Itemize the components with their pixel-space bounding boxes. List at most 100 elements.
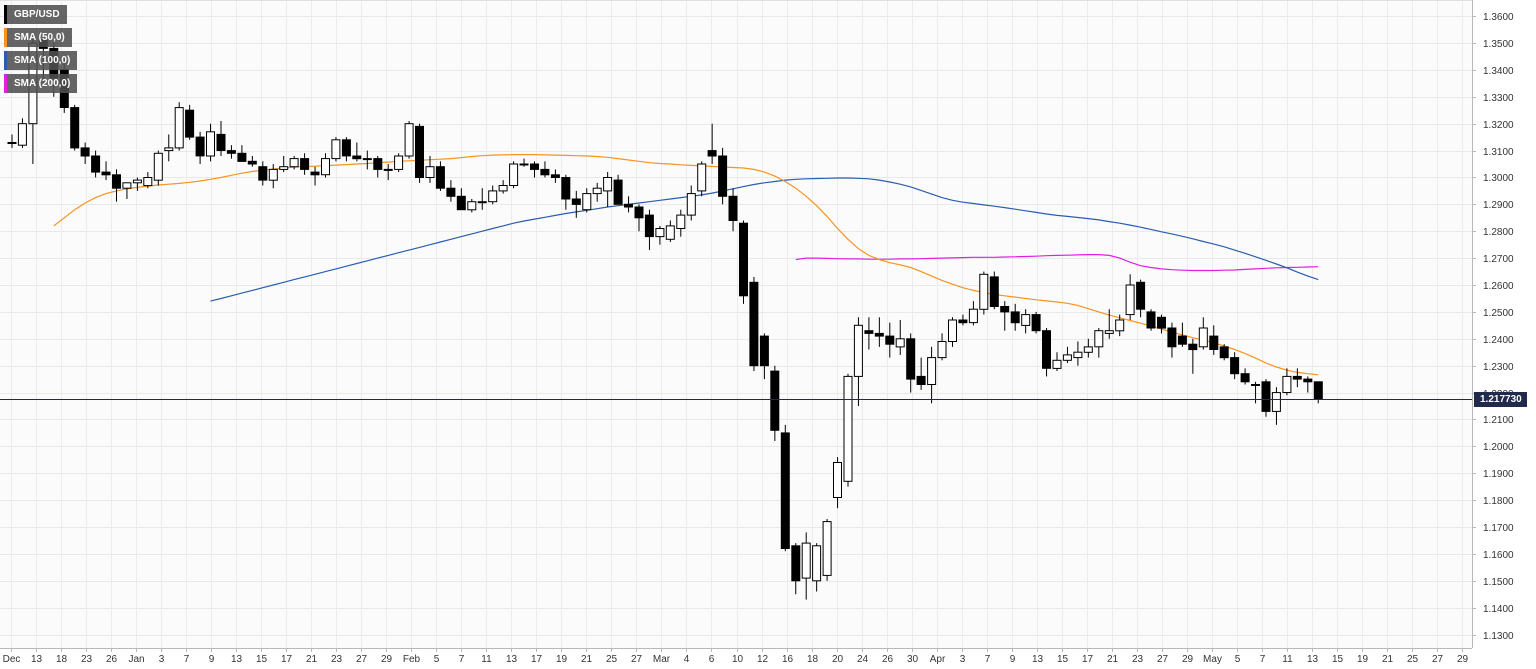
candle-body-bear: [1031, 314, 1041, 332]
candle: [1292, 368, 1302, 388]
sma-200-line: [795, 254, 1319, 272]
candle: [122, 182, 132, 199]
candle-body-bear: [112, 174, 121, 189]
legend-item-sma50[interactable]: SMA (50,0): [4, 28, 72, 47]
candle-body-bear: [1188, 343, 1198, 351]
candle-body-bull: [676, 214, 686, 230]
candle: [488, 185, 498, 205]
candle: [1052, 352, 1062, 372]
candle-body-bull: [822, 521, 832, 576]
candle-body-bull: [7, 142, 17, 144]
candle-body-bull: [948, 319, 957, 342]
candle-body-bear: [1209, 335, 1219, 351]
x-tick-label: 3: [960, 654, 966, 665]
x-tick-label: 13: [231, 654, 243, 665]
candle: [404, 120, 414, 159]
candle-body-bear: [226, 150, 236, 154]
y-tick-label: 1.1900: [1483, 469, 1514, 480]
candle: [498, 180, 508, 194]
candle: [718, 147, 728, 205]
candle: [1240, 368, 1250, 385]
candle-body-bear: [874, 332, 884, 337]
candle: [456, 188, 466, 211]
x-tick-label: 5: [434, 654, 440, 665]
legend-label: GBP/USD: [14, 9, 60, 20]
candle: [383, 164, 393, 181]
x-tick-label: 18: [807, 654, 819, 665]
y-tick-label: 1.2900: [1483, 200, 1514, 211]
candle: [979, 271, 989, 315]
candle-body-bear: [906, 338, 916, 380]
candle: [759, 333, 769, 380]
candle: [843, 373, 853, 487]
x-tick-label: 21: [1382, 654, 1394, 665]
x-tick-label: 13: [31, 654, 43, 665]
y-tick-label: 1.3000: [1483, 173, 1514, 184]
candle-body-bull: [122, 182, 132, 189]
candle: [739, 220, 748, 304]
x-tick-label: 7: [985, 654, 991, 665]
candle-body-bear: [185, 109, 195, 138]
candle: [812, 543, 822, 592]
candle: [321, 153, 330, 178]
candle-body-bear: [341, 139, 351, 157]
candle: [770, 365, 780, 441]
candle-body-bear: [780, 432, 790, 549]
candle: [968, 301, 978, 326]
candle-body-bear: [373, 158, 383, 170]
candle-body-bull: [425, 166, 435, 178]
candle: [415, 123, 424, 183]
y-tick-label: 1.3200: [1483, 120, 1514, 131]
candle-body-bear: [530, 163, 539, 170]
candle-body-bear: [1177, 335, 1187, 345]
candle: [1157, 314, 1166, 334]
candle: [1010, 303, 1020, 331]
candle-body-bull: [1282, 375, 1292, 393]
candle: [425, 155, 435, 183]
x-tick-label: 21: [581, 654, 593, 665]
candle-body-bear: [624, 203, 633, 208]
candle: [341, 137, 351, 162]
candle: [864, 317, 874, 350]
candle-body-bear: [958, 319, 968, 324]
candle: [853, 317, 863, 407]
candle: [686, 185, 696, 221]
candle: [749, 276, 759, 372]
candle: [665, 220, 675, 242]
legend-item-gbpusd[interactable]: GBP/USD: [4, 5, 67, 24]
candle-body-bull: [394, 155, 404, 170]
candle-body-bear: [91, 155, 101, 173]
candle: [509, 161, 519, 189]
candle-body-bull: [1062, 354, 1072, 361]
candle-body-bull: [132, 179, 142, 184]
x-tick-label: 24: [857, 654, 869, 665]
candle-body-bear: [770, 370, 780, 431]
x-tick-label: 18: [56, 654, 68, 665]
candle-body-bull: [404, 123, 414, 157]
candle-body-bear: [300, 158, 310, 170]
candle-body-bull: [1104, 330, 1114, 334]
y-tick-label: 1.1600: [1483, 550, 1514, 561]
y-tick-label: 1.2700: [1483, 254, 1514, 265]
candle-body-bull: [853, 324, 863, 377]
x-tick-label: 4: [684, 654, 690, 665]
candle-body-bear: [435, 166, 445, 189]
candle-body-bear: [1010, 311, 1020, 324]
candle-body-bear: [247, 160, 257, 165]
x-tick-label: Jan: [128, 654, 144, 665]
x-tick-label: 29: [1182, 654, 1194, 665]
candle-body-bear: [237, 152, 247, 162]
y-tick-label: 1.2300: [1483, 362, 1514, 373]
x-tick-label: 21: [306, 654, 318, 665]
x-tick-label: 26: [882, 654, 894, 665]
candle: [624, 196, 633, 213]
legend-item-sma100[interactable]: SMA (100,0): [4, 51, 78, 70]
y-tick-label: 1.3100: [1483, 147, 1514, 158]
candle: [70, 104, 80, 151]
legend-item-sma200[interactable]: SMA (200,0): [4, 74, 78, 93]
x-tick-label: 10: [732, 654, 744, 665]
candle-body-bull: [362, 158, 372, 161]
candle-body-bear: [749, 281, 759, 367]
x-tick-label: 7: [459, 654, 465, 665]
